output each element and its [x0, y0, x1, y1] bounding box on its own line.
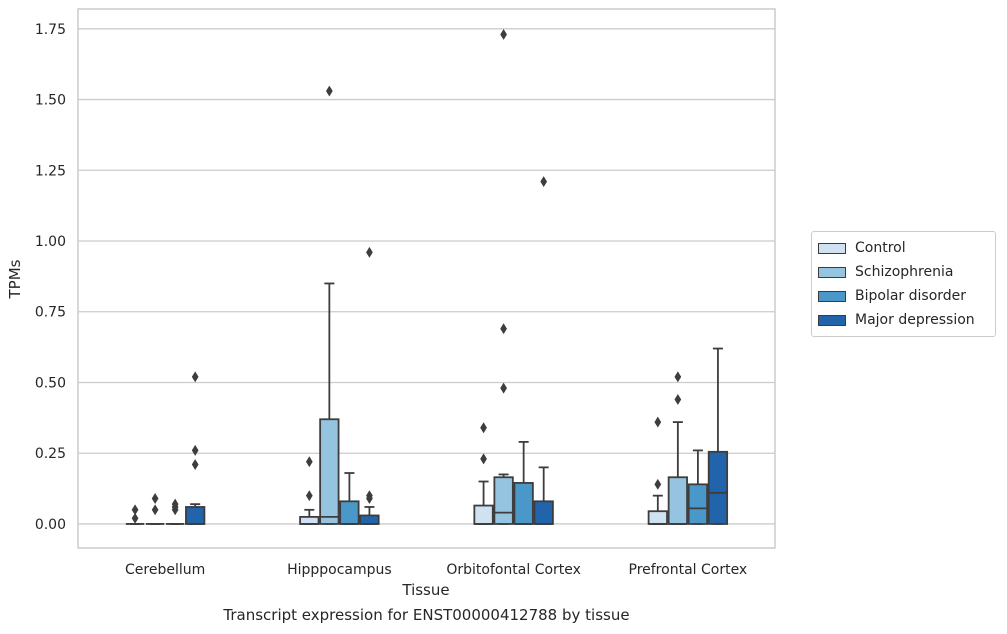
legend-swatch: [818, 290, 846, 302]
legend-swatch: [818, 242, 846, 254]
legend-item: Major depression: [812, 308, 995, 332]
legend: Control Schizophrenia Bipolar disorder Majo…: [811, 231, 996, 337]
outlier-point: [305, 456, 313, 468]
y-tick-label: 0.50: [35, 375, 66, 391]
box: [319, 418, 340, 525]
box-bipolar-disorder: [513, 440, 534, 525]
box-schizophrenia: [145, 493, 165, 525]
y-tick-label: 0.75: [35, 305, 66, 321]
box-bipolar-disorder: [687, 449, 709, 525]
box-control: [299, 456, 320, 525]
y-tick-label: 1.25: [35, 163, 66, 179]
x-tick-label: Cerebellum: [125, 562, 205, 578]
box: [647, 510, 668, 525]
outlier-point: [654, 478, 662, 490]
box: [473, 504, 494, 525]
legend-label: Control: [855, 240, 906, 256]
outlier-point: [654, 416, 662, 428]
x-tick-label: Prefrontal Cortex: [629, 562, 748, 578]
legend-item: Control: [812, 236, 995, 260]
box-control: [125, 504, 145, 525]
y-tick-label: 1.75: [35, 22, 66, 38]
outlier-point: [500, 29, 507, 40]
y-tick-label: 0.25: [35, 446, 66, 462]
outlier-point: [480, 453, 487, 465]
box: [707, 450, 729, 525]
legend-label: Schizophrenia: [855, 264, 954, 280]
outlier-point: [480, 422, 487, 434]
outlier-point: [500, 323, 507, 335]
legend-label: Bipolar disorder: [855, 288, 967, 304]
box-schizophrenia: [667, 371, 688, 525]
box-plot-groups: [125, 29, 729, 525]
outlier-point: [151, 504, 159, 516]
figure-caption: Transcript expression for ENST0000041278…: [223, 606, 630, 624]
box-bipolar-disorder: [165, 498, 185, 525]
outlier-point: [674, 393, 682, 405]
legend-swatch: [818, 314, 846, 326]
outlier-point: [191, 459, 199, 470]
outlier-point: [674, 371, 682, 383]
box-major-depression: [185, 371, 206, 525]
y-axis-label: TPMs: [6, 259, 24, 299]
outlier-point: [191, 444, 199, 456]
box-schizophrenia: [319, 85, 340, 525]
legend-swatch: [818, 266, 846, 278]
plot-frame: [77, 8, 776, 549]
box: [299, 515, 320, 525]
y-tick-label: 0.00: [35, 517, 66, 533]
box: [339, 500, 360, 525]
box: [667, 476, 688, 525]
outlier-point: [151, 493, 159, 504]
box: [359, 514, 380, 525]
x-axis-label: Tissue: [401, 581, 449, 599]
outlier-point: [131, 504, 139, 516]
x-tick-label: Orbitofontal Cortex: [446, 562, 581, 578]
y-tick-label: 1.50: [35, 93, 66, 109]
gridlines: [78, 28, 775, 525]
box-schizophrenia: [493, 29, 514, 525]
y-tick-labels: 0.00 0.25 0.50 0.75 1.00 1.25 1.50 1.75: [35, 22, 66, 533]
box: [513, 482, 534, 525]
box-control: [647, 416, 668, 525]
box-bipolar-disorder: [339, 472, 360, 525]
x-tick-labels: Cerebellum Hipppocampus Orbitofontal Corte…: [125, 562, 747, 578]
outlier-point: [540, 176, 548, 188]
box-major-depression: [707, 347, 729, 525]
outlier-point: [171, 498, 179, 510]
box-major-depression: [359, 246, 380, 525]
box: [533, 500, 554, 525]
y-tick-label: 1.00: [35, 234, 66, 250]
legend-item: Schizophrenia: [812, 260, 995, 284]
legend-item: Bipolar disorder: [812, 284, 995, 308]
box: [493, 476, 514, 525]
outlier-point: [131, 512, 139, 524]
box: [185, 506, 206, 525]
outlier-point: [366, 246, 373, 258]
box-control: [473, 422, 494, 525]
outlier-point: [500, 382, 507, 394]
outlier-point: [366, 490, 373, 502]
legend-label: Major depression: [855, 312, 975, 328]
box: [687, 483, 709, 525]
outlier-point: [305, 490, 313, 502]
outlier-point: [325, 85, 333, 97]
outlier-point: [191, 371, 199, 383]
box-major-depression: [533, 176, 554, 525]
x-tick-label: Hipppocampus: [287, 562, 392, 578]
